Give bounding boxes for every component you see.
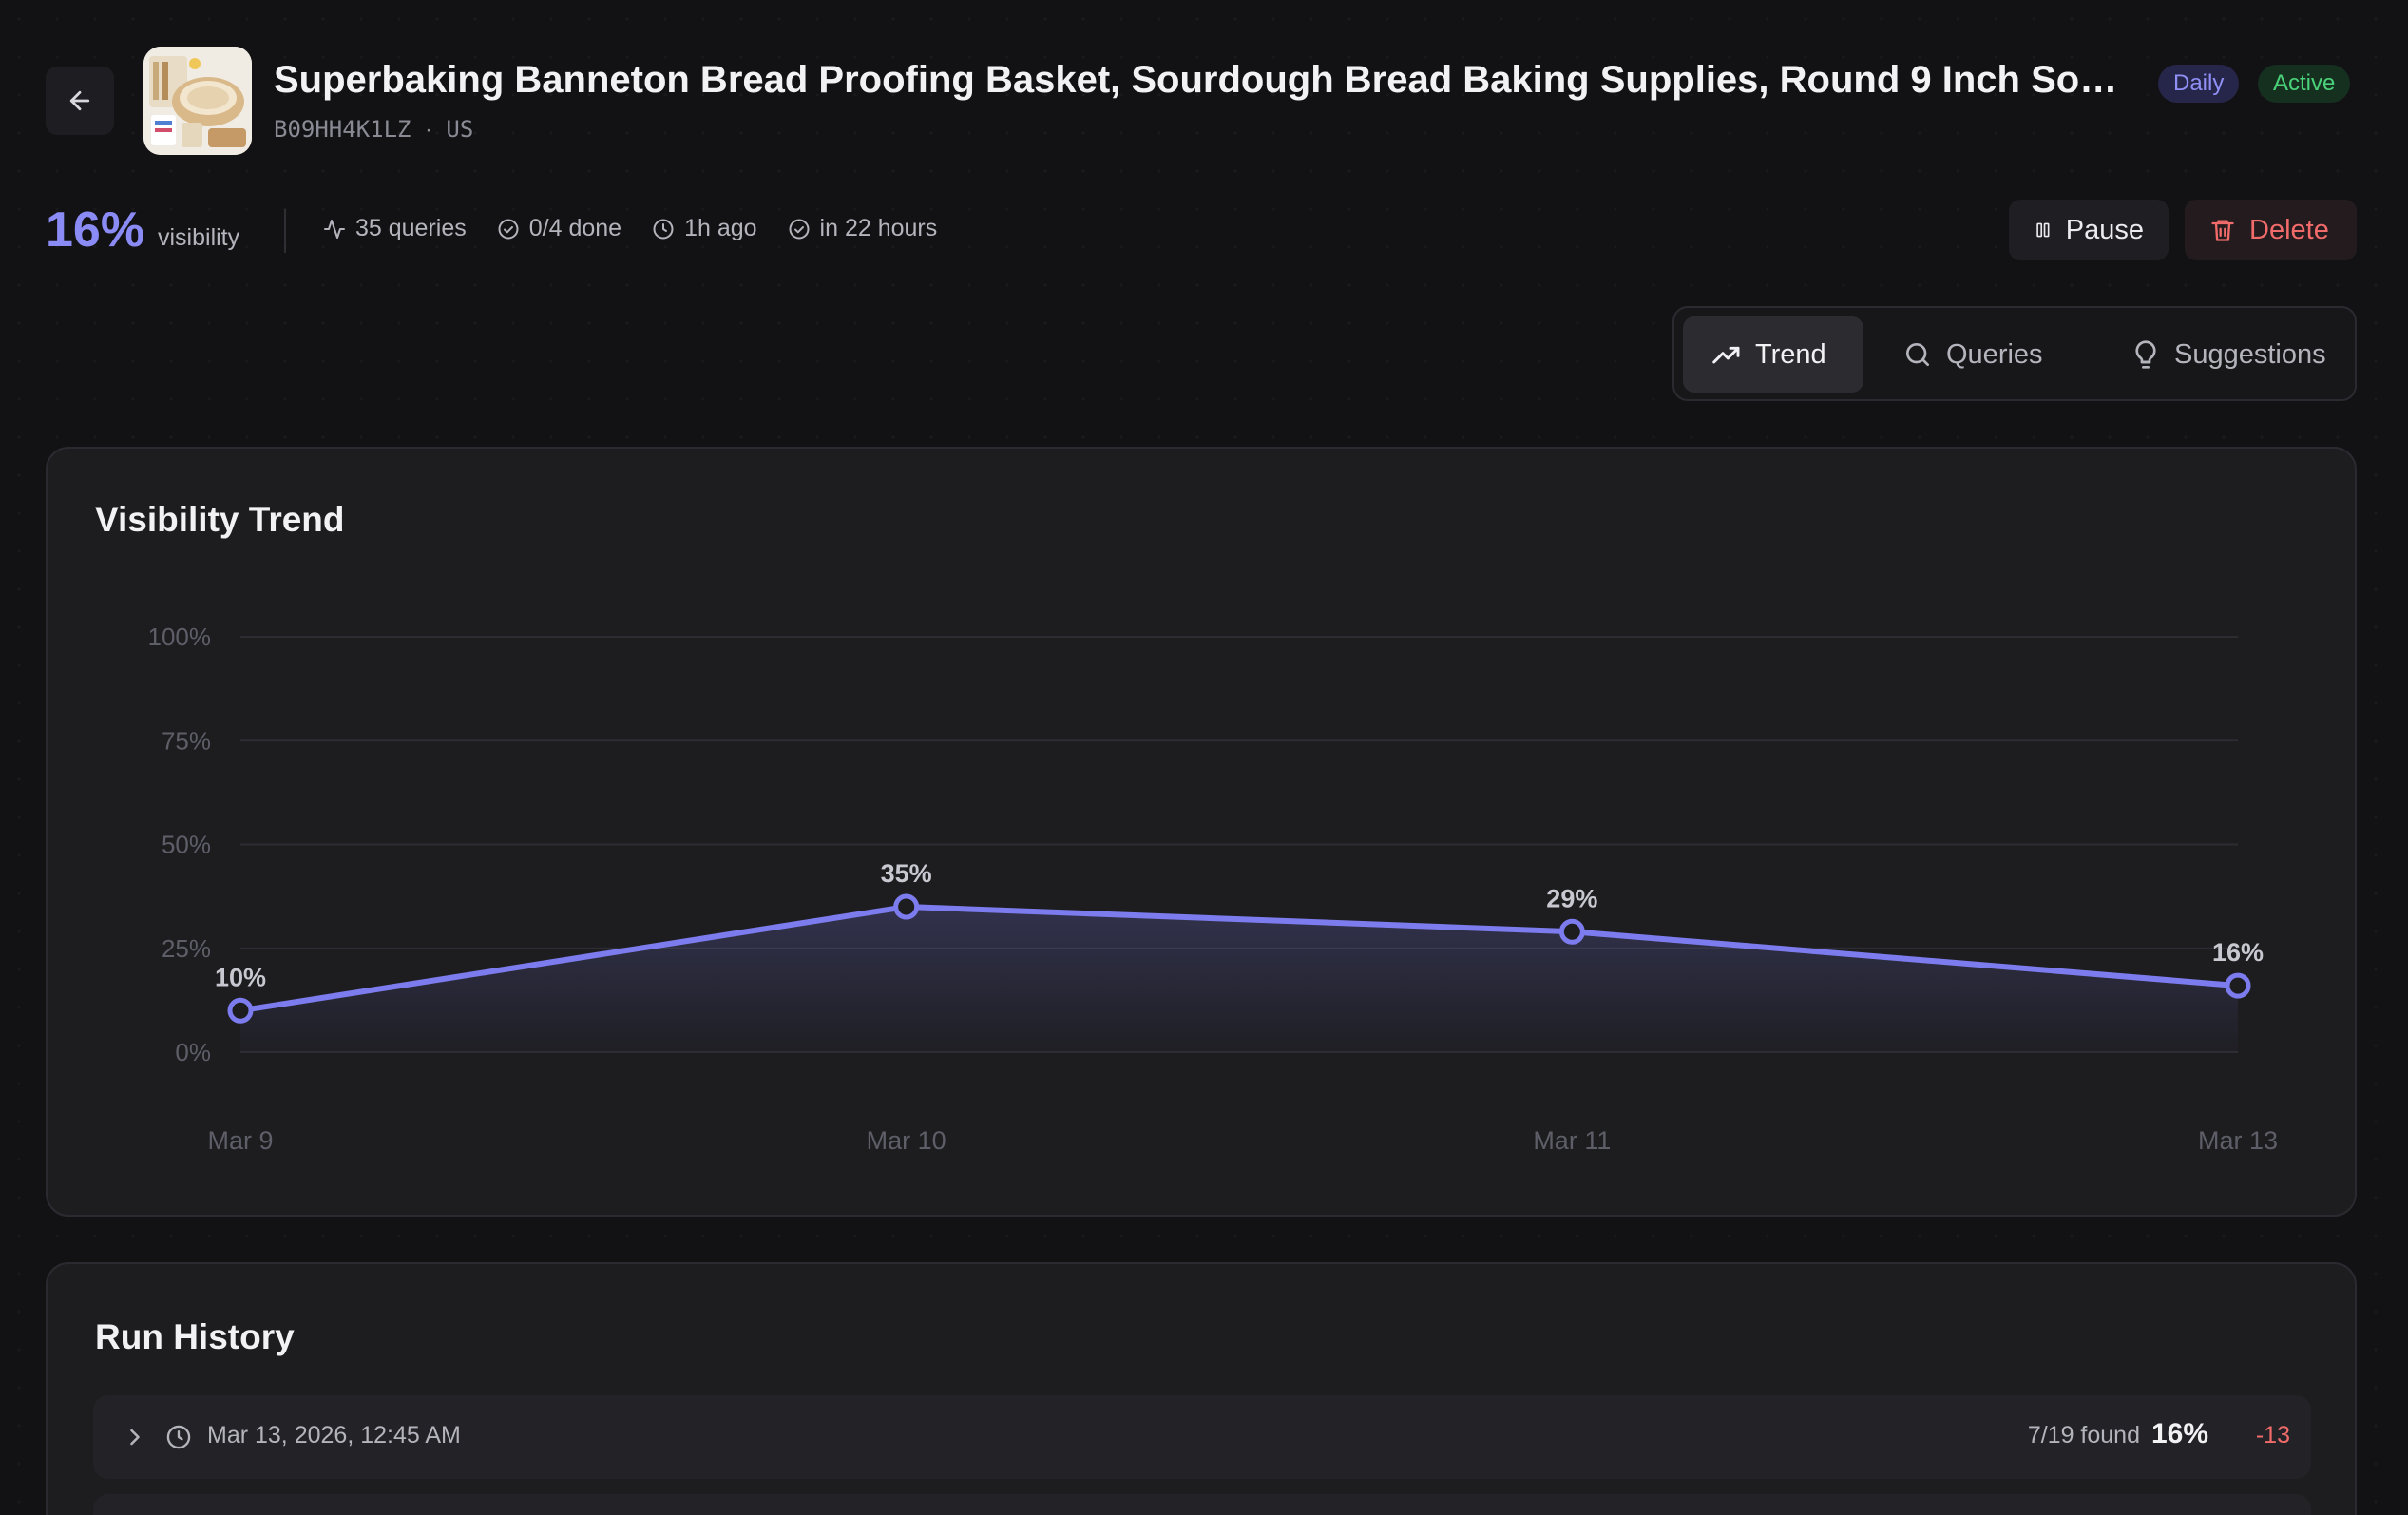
data-label: 10% <box>215 963 266 991</box>
tab-trend[interactable]: Trend <box>1683 316 1863 393</box>
run-history-title: Run History <box>95 1317 295 1356</box>
pause-label: Pause <box>2065 214 2144 245</box>
view-tabs: Trend Queries Suggestions <box>1672 306 2357 401</box>
y-tick-label: 0% <box>175 1038 211 1066</box>
tab-queries-label: Queries <box>1946 338 2043 370</box>
visibility-value: 16% <box>46 202 145 258</box>
run-found: 7/19 found <box>2027 1422 2140 1448</box>
status-badge: Active <box>2258 65 2351 103</box>
frequency-badge: Daily <box>2158 65 2240 103</box>
run-history-card: Run History Mar 13, 2026, 12:45 AM 7/19 … <box>46 1262 2357 1515</box>
stat-queries-text: 35 queries <box>355 215 467 241</box>
trash-icon <box>2211 220 2234 241</box>
region-label: US <box>446 116 474 143</box>
delete-button[interactable]: Delete <box>2185 200 2357 260</box>
data-point[interactable] <box>1558 918 1585 945</box>
meta-separator: · <box>424 117 432 143</box>
run-visibility: 16% <box>2150 1418 2208 1449</box>
tab-queries[interactable]: Queries <box>1874 316 2072 393</box>
run-row-partial[interactable] <box>93 1494 2311 1515</box>
series-area <box>240 907 2238 1052</box>
delete-label: Delete <box>2249 214 2329 245</box>
y-tick-label: 50% <box>162 831 211 859</box>
stat-next-run: in 22 hours <box>788 215 938 242</box>
search-icon <box>1906 343 1929 366</box>
y-tick-label: 75% <box>162 726 211 755</box>
product-thumbnail <box>143 47 252 155</box>
data-label: 35% <box>881 859 932 888</box>
data-label: 16% <box>2212 938 2264 967</box>
visibility-label: visibility <box>158 224 240 251</box>
clock-icon <box>166 1425 191 1449</box>
stat-queries: 35 queries <box>323 215 467 242</box>
trend-card-title: Visibility Trend <box>95 500 345 539</box>
product-title: Superbaking Banneton Bread Proofing Bask… <box>274 59 2136 101</box>
chevron-right-icon[interactable] <box>122 1424 148 1450</box>
stat-next-run-text: in 22 hours <box>819 215 938 241</box>
tab-suggestions[interactable]: Suggestions <box>2102 316 2355 393</box>
check-circle-icon <box>498 219 519 239</box>
data-point[interactable] <box>2225 972 2251 999</box>
lightbulb-icon <box>2135 340 2156 369</box>
trending-up-icon <box>1712 346 1740 364</box>
x-tick-label: Mar 11 <box>1533 1126 1611 1155</box>
clock-icon <box>653 219 674 239</box>
back-button[interactable] <box>46 67 114 135</box>
check-circle-icon <box>789 219 810 239</box>
stat-done-text: 0/4 done <box>528 215 622 241</box>
stats-divider <box>284 209 286 253</box>
stats-list: 35 queries 0/4 done 1h ago in 22 hours <box>323 215 937 242</box>
x-tick-label: Mar 10 <box>867 1126 946 1155</box>
x-tick-label: Mar 13 <box>2198 1126 2278 1155</box>
run-delta: -13 <box>2255 1422 2290 1448</box>
series-line <box>238 904 2241 1014</box>
run-date: Mar 13, 2026, 12:45 AM <box>207 1422 461 1448</box>
arrow-left-icon <box>69 90 90 111</box>
pause-icon <box>2036 222 2050 238</box>
pause-button[interactable]: Pause <box>2009 200 2169 260</box>
tab-trend-label: Trend <box>1755 338 1826 370</box>
visibility-chart: 0% 25% 50% 75% 100% 10% 35% 29% 16% Mar 9 Mar 10… <box>148 623 2279 1155</box>
run-row[interactable]: Mar 13, 2026, 12:45 AM 7/19 found 16% -1… <box>93 1395 2311 1479</box>
data-point[interactable] <box>227 997 254 1024</box>
asin-label: B09HH4K1LZ <box>274 116 411 143</box>
stat-done: 0/4 done <box>497 215 621 242</box>
activity-icon <box>324 219 345 239</box>
tab-suggestions-label: Suggestions <box>2174 338 2326 370</box>
stat-last-run: 1h ago <box>652 215 757 242</box>
product-meta: B09HH4K1LZ · US <box>274 116 473 144</box>
y-tick-label: 100% <box>148 623 212 651</box>
y-tick-label: 25% <box>162 934 211 963</box>
trend-card: Visibility Trend 0% 25% 50% 75% 100% 10% 35% 2… <box>46 447 2357 1217</box>
stat-last-run-text: 1h ago <box>684 215 757 241</box>
data-label: 29% <box>1546 884 1597 912</box>
x-tick-label: Mar 9 <box>207 1126 273 1155</box>
data-point[interactable] <box>893 893 920 920</box>
